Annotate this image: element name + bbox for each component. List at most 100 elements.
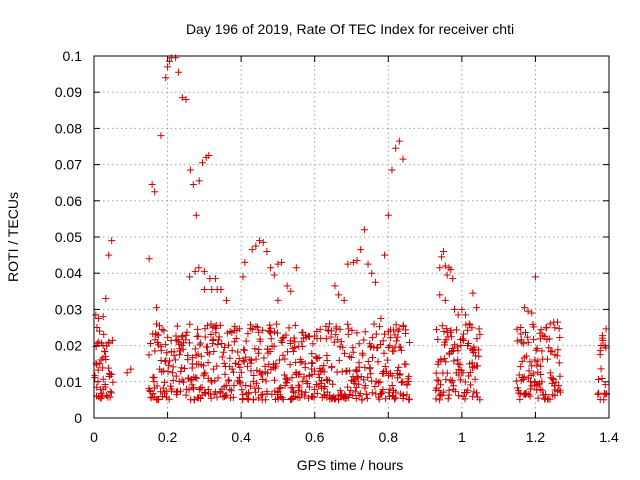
data-point	[399, 155, 407, 163]
data-point	[471, 375, 479, 383]
data-point	[306, 333, 314, 341]
data-point	[436, 291, 444, 299]
data-point	[371, 383, 379, 391]
data-point	[315, 354, 323, 362]
data-point	[192, 374, 200, 382]
data-point	[358, 396, 366, 404]
data-point	[441, 296, 449, 304]
data-point	[170, 351, 178, 359]
data-point	[459, 330, 467, 338]
data-point	[301, 360, 309, 368]
x-tick-label: 0	[90, 429, 98, 445]
data-point	[461, 378, 469, 386]
data-point	[235, 325, 243, 333]
data-point	[246, 321, 254, 329]
data-point	[169, 376, 177, 384]
data-point	[473, 335, 481, 343]
data-point	[164, 368, 172, 376]
data-point	[355, 363, 363, 371]
data-point	[347, 386, 355, 394]
data-point	[270, 328, 278, 336]
data-point	[244, 330, 252, 338]
data-point	[331, 282, 339, 290]
data-point	[546, 395, 554, 403]
data-point	[313, 389, 321, 397]
data-point	[390, 395, 398, 403]
data-point	[183, 328, 191, 336]
data-point	[291, 321, 299, 329]
data-point	[209, 340, 217, 348]
data-point	[521, 328, 529, 336]
data-point	[153, 304, 161, 312]
y-tick-label: 0.08	[55, 120, 82, 136]
data-point	[454, 356, 462, 364]
y-tick-label: 0.09	[55, 84, 82, 100]
data-point	[384, 343, 392, 351]
data-point	[203, 322, 211, 330]
data-point	[361, 382, 369, 390]
data-point	[310, 393, 318, 401]
data-point	[538, 386, 546, 394]
data-point	[554, 318, 561, 326]
data-point	[108, 370, 116, 378]
data-point	[353, 257, 361, 265]
data-point	[161, 378, 169, 386]
data-point	[379, 337, 387, 345]
data-point	[285, 324, 293, 332]
data-point	[432, 326, 440, 334]
data-point	[171, 356, 179, 364]
data-point	[538, 378, 546, 386]
data-point	[223, 391, 231, 399]
data-point	[344, 383, 352, 391]
data-point	[553, 352, 561, 360]
data-point	[198, 383, 206, 391]
data-point	[163, 349, 171, 357]
data-point	[278, 339, 286, 347]
data-point	[349, 348, 357, 356]
data-point	[458, 305, 466, 313]
data-point	[437, 381, 445, 389]
data-point	[274, 296, 282, 304]
data-point	[283, 282, 291, 290]
data-point	[249, 396, 257, 404]
data-point	[244, 362, 252, 370]
data-point	[535, 381, 543, 389]
data-point	[155, 331, 163, 339]
data-point	[434, 336, 442, 344]
data-point	[340, 296, 348, 304]
data-point	[186, 320, 194, 328]
data-point	[600, 396, 608, 404]
data-point	[296, 370, 304, 378]
data-point	[201, 333, 209, 341]
data-point	[475, 325, 483, 333]
x-axis-label: GPS time / hours	[297, 457, 404, 473]
y-tick-label: 0.07	[55, 157, 82, 173]
data-point	[368, 389, 376, 397]
data-point	[226, 354, 234, 362]
data-point	[274, 388, 282, 396]
data-point	[287, 384, 295, 392]
data-point	[222, 381, 230, 389]
data-point	[279, 396, 287, 404]
data-point	[394, 333, 402, 341]
data-point	[255, 328, 263, 336]
data-point	[328, 363, 336, 371]
data-point	[526, 392, 534, 400]
data-point	[151, 188, 159, 196]
y-tick-label: 0.02	[55, 338, 82, 354]
data-point	[175, 377, 183, 385]
data-point	[259, 326, 267, 334]
data-point	[168, 385, 176, 393]
data-point	[475, 352, 483, 360]
data-point	[327, 333, 335, 341]
data-point	[462, 311, 470, 319]
data-point	[536, 386, 544, 394]
data-point	[473, 304, 481, 312]
data-point	[440, 388, 448, 396]
data-point	[229, 393, 237, 401]
data-point	[386, 342, 394, 350]
data-point	[403, 391, 411, 399]
data-point	[96, 360, 104, 368]
data-point	[455, 392, 463, 400]
